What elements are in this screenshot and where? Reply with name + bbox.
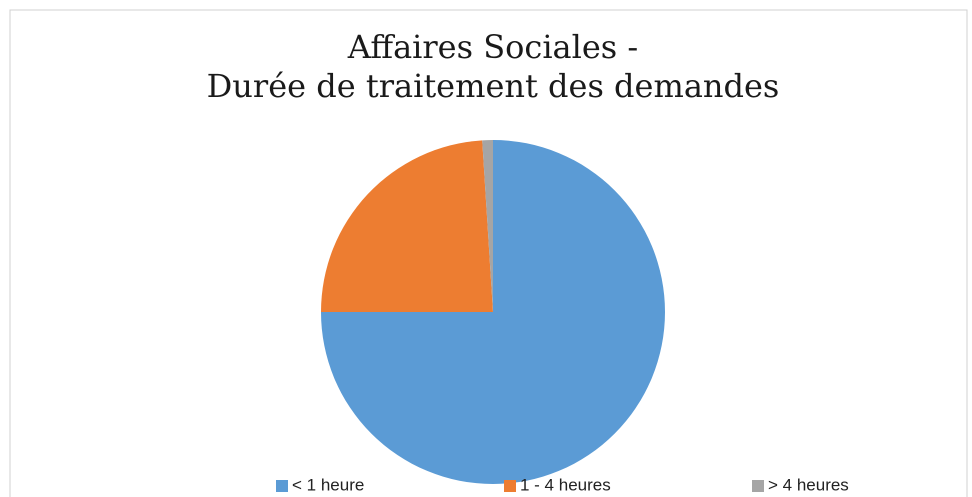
pie-slice <box>482 140 493 312</box>
legend-swatch <box>276 480 288 492</box>
chart-title: Durée de traitement des demandes <box>207 67 780 105</box>
legend-swatch <box>504 480 516 492</box>
chart-title: Affaires Sociales - <box>347 28 638 66</box>
legend-swatch <box>752 480 764 492</box>
legend-label: 1 - 4 heures <box>520 475 611 494</box>
legend-label: > 4 heures <box>768 475 849 494</box>
legend-label: < 1 heure <box>292 475 364 494</box>
pie-slice <box>321 140 493 312</box>
